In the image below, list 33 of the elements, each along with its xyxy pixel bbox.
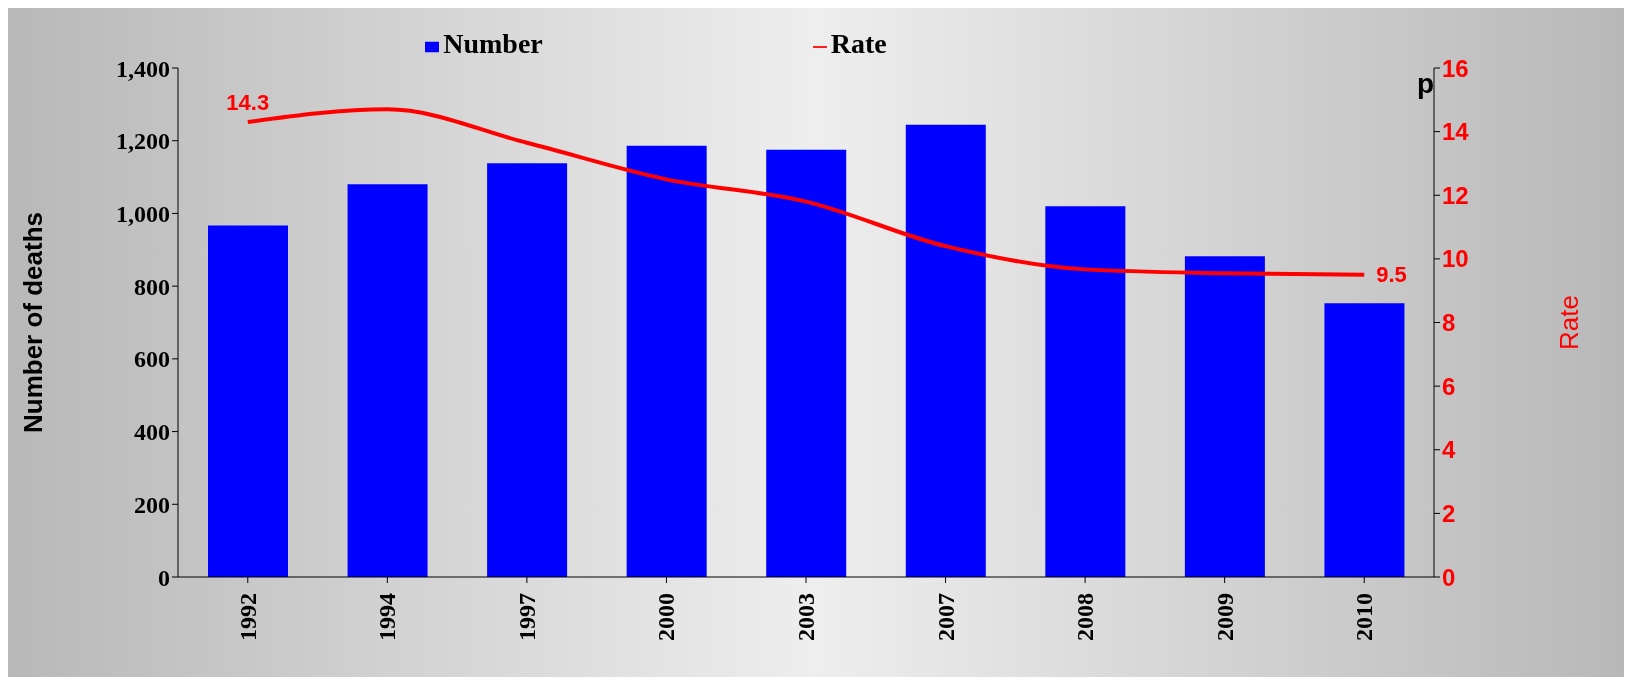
x-tick-label: 2010 [1351, 593, 1378, 641]
y-tick-label: 400 [134, 419, 170, 446]
y2-tick-label: 12 [1442, 181, 1469, 209]
x-tick-label: 1997 [513, 593, 540, 641]
y-tick-label: 600 [134, 346, 170, 373]
y-axis-title: Number of deaths [18, 211, 49, 434]
data-label: 14.3 [226, 90, 270, 116]
y-tick-label: 1,400 [116, 55, 170, 82]
x-tick-label: 2003 [793, 593, 819, 641]
y-tick-label: 1,000 [116, 200, 170, 227]
y-tick-label: 800 [134, 273, 170, 300]
y2-tick-label: 14 [1442, 118, 1470, 146]
x-tick-label: 1992 [234, 593, 261, 641]
x-tick-label: 2000 [653, 593, 680, 641]
y2-tick-label: 10 [1442, 245, 1469, 273]
y-tick-label: 1,200 [116, 128, 170, 155]
y2-tick-label: 16 [1442, 54, 1469, 82]
x-tick-label: 2008 [1072, 593, 1099, 641]
data-label: 9.5 [1376, 261, 1407, 287]
y2-tick-label: 4 [1442, 436, 1456, 464]
y2-tick-label: 6 [1442, 372, 1456, 400]
legend-label: Number [443, 28, 543, 59]
x-tick-label: 1994 [374, 593, 401, 641]
y-tick-label: 0 [158, 564, 170, 591]
annotation: p [1416, 68, 1434, 100]
x-tick-label: 2007 [932, 593, 959, 641]
y2-axis-title: Rate [1554, 295, 1585, 350]
y-tick-label: 200 [134, 491, 170, 518]
y2-tick-label: 2 [1442, 499, 1456, 527]
y2-tick-label: 0 [1442, 563, 1456, 591]
y2-tick-label: 8 [1442, 309, 1456, 337]
x-tick-label: 2009 [1211, 593, 1238, 641]
legend-label: Rate [830, 28, 887, 59]
